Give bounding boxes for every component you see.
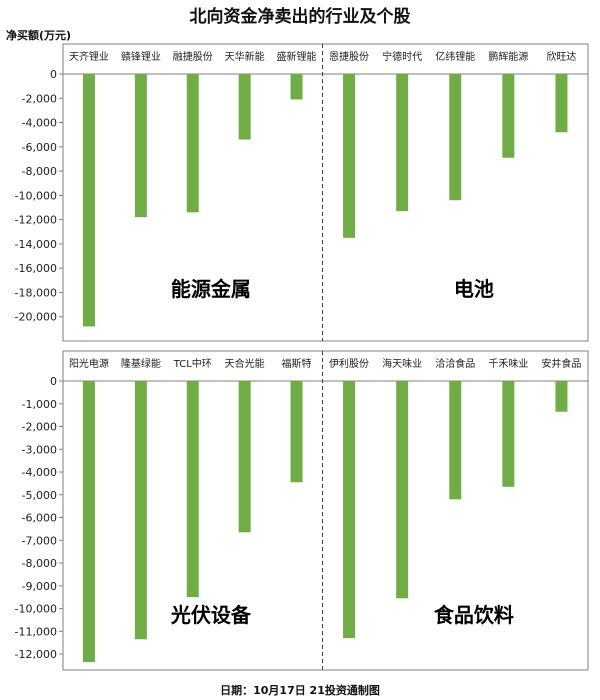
- bar: [343, 74, 356, 238]
- category-label: 海天味业: [382, 357, 422, 370]
- bar: [343, 381, 356, 639]
- y-tick-label: -6,000: [22, 512, 57, 525]
- bar: [555, 381, 568, 412]
- category-label: 宁德时代: [382, 50, 422, 63]
- bar: [449, 74, 462, 201]
- category-label: 安井食品: [541, 357, 581, 370]
- bar: [82, 74, 95, 327]
- y-tick-label: -10,000: [15, 603, 57, 616]
- category-label: 福斯特: [282, 357, 312, 370]
- bar: [396, 74, 409, 212]
- y-tick-label: -2,000: [22, 92, 57, 105]
- y-tick-label: -1,000: [22, 398, 57, 411]
- category-label: 赣锋锂业: [121, 50, 161, 63]
- plot-frame: [62, 43, 589, 342]
- y-tick-label: -8,000: [22, 165, 57, 178]
- bar: [449, 381, 462, 500]
- bar: [502, 381, 515, 487]
- sector-label: 食品饮料: [434, 603, 514, 627]
- sector-label: 能源金属: [171, 277, 251, 301]
- category-label: 洽洽食品: [435, 357, 475, 370]
- y-tick-label: -18,000: [15, 286, 57, 299]
- y-tick-label: -6,000: [22, 141, 57, 154]
- category-label: 鹏辉能源: [488, 50, 528, 63]
- bar: [134, 74, 147, 218]
- sector-label: 光伏设备: [170, 603, 252, 627]
- bar: [290, 74, 303, 100]
- category-label: 天齐锂业: [69, 50, 109, 63]
- y-tick-label: -12,000: [15, 648, 57, 661]
- y-tick-label: -3,000: [22, 443, 57, 456]
- bar: [502, 74, 515, 158]
- y-tick-label: -12,000: [15, 214, 57, 227]
- y-tick-label: -7,000: [22, 534, 57, 547]
- bar: [555, 74, 568, 133]
- bar: [238, 74, 251, 140]
- category-label: 千禾味业: [488, 358, 528, 370]
- category-label: 盛新锂能: [277, 50, 317, 63]
- category-label: 隆基绿能: [121, 357, 161, 370]
- category-label: TCL中环: [173, 357, 212, 370]
- bar: [396, 381, 409, 599]
- category-label: 天合光能: [225, 357, 265, 370]
- y-tick-label: -16,000: [15, 262, 57, 275]
- y-tick-label: -10,000: [15, 189, 57, 202]
- bar: [186, 74, 199, 213]
- y-tick-label: -14,000: [15, 238, 57, 251]
- category-label: 伊利股份: [329, 358, 369, 370]
- y-tick-label: -9,000: [22, 580, 57, 593]
- category-label: 融捷股份: [173, 50, 213, 63]
- category-label: 恩捷股份: [329, 50, 369, 63]
- y-axis-label: 净买额(万元): [6, 29, 72, 42]
- y-tick-label: -5,000: [22, 489, 57, 502]
- bar: [186, 381, 199, 598]
- plot-frame: [62, 350, 589, 671]
- bar: [134, 381, 147, 640]
- chart-title: 北向资金净卖出的行业及个股: [189, 7, 411, 27]
- y-tick-label: -20,000: [15, 311, 57, 324]
- y-tick-label: -8,000: [22, 557, 57, 570]
- y-tick-label: -11,000: [15, 625, 57, 638]
- footer-caption: 日期：10月17日 21投资通制图: [220, 684, 380, 697]
- category-label: 亿纬锂能: [435, 50, 475, 63]
- category-label: 欣旺达: [546, 50, 576, 63]
- bar: [290, 381, 303, 483]
- bar: [82, 381, 95, 663]
- category-label: 阳光电源: [69, 357, 109, 370]
- y-tick-label: 0: [50, 375, 57, 388]
- y-tick-label: 0: [50, 68, 57, 81]
- bar: [238, 381, 251, 533]
- y-tick-label: -2,000: [22, 421, 57, 434]
- y-tick-label: -4,000: [22, 117, 57, 130]
- sector-label: 电池: [454, 277, 494, 301]
- y-tick-label: -4,000: [22, 466, 57, 479]
- category-label: 天华新能: [225, 50, 265, 63]
